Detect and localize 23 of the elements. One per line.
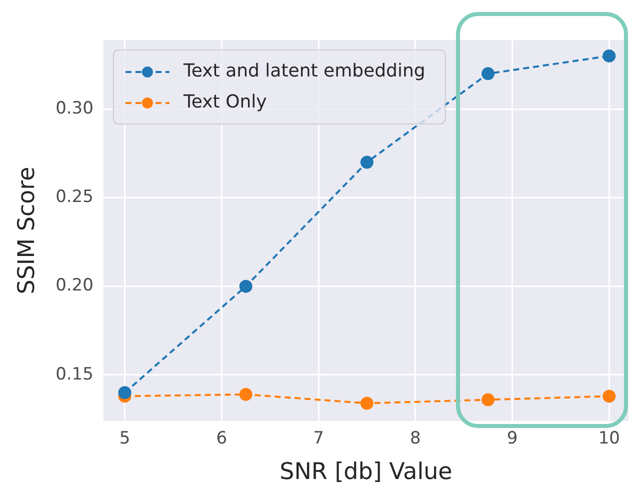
x-tick-label: 8 — [410, 428, 421, 449]
legend-label: Text Only — [182, 92, 268, 113]
point — [482, 393, 495, 406]
point — [360, 396, 374, 410]
point — [602, 49, 616, 62]
y-tick-label: 0.25 — [56, 187, 94, 208]
x-tick-label: 6 — [216, 428, 228, 449]
x-tick-label: 5 — [119, 428, 130, 449]
y-tick-label: 0.30 — [56, 98, 94, 119]
x-tick-label: 7 — [313, 428, 324, 449]
x-tick-label: 10 — [598, 428, 620, 449]
point — [602, 390, 616, 403]
y-axis-title: SSIM Score — [14, 166, 40, 294]
point — [118, 386, 132, 400]
x-axis-title: SNR [db] Value — [280, 459, 452, 486]
point — [239, 388, 252, 401]
legend-label: Text and latent embedding — [182, 60, 426, 82]
x-tick-label: 9 — [506, 428, 518, 449]
y-tick-label: 0.15 — [56, 364, 94, 384]
point — [482, 67, 495, 80]
y-tick-label: 0.20 — [56, 276, 94, 296]
point — [360, 156, 374, 169]
point — [239, 280, 252, 293]
